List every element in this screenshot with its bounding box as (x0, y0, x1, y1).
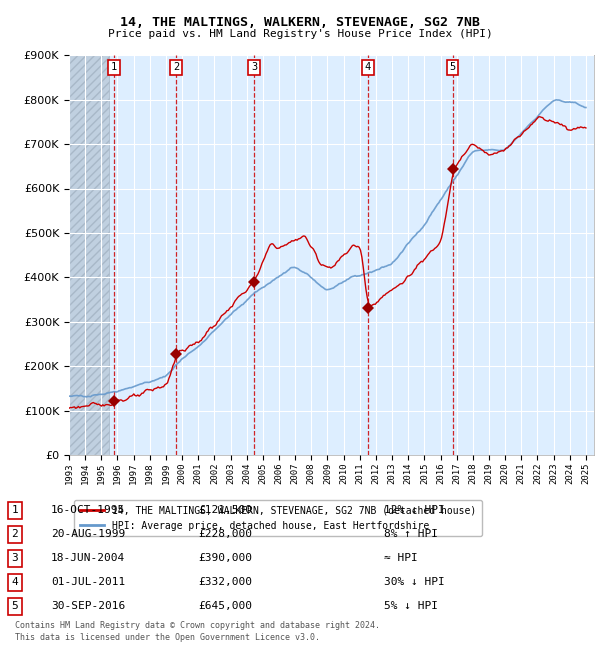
Text: 1: 1 (111, 62, 117, 72)
Text: £121,500: £121,500 (198, 505, 252, 515)
Text: 2: 2 (11, 529, 19, 539)
Text: 14, THE MALTINGS, WALKERN, STEVENAGE, SG2 7NB: 14, THE MALTINGS, WALKERN, STEVENAGE, SG… (120, 16, 480, 29)
Text: 30-SEP-2016: 30-SEP-2016 (51, 601, 125, 612)
Text: This data is licensed under the Open Government Licence v3.0.: This data is licensed under the Open Gov… (15, 632, 320, 642)
Text: 1: 1 (11, 505, 19, 515)
Text: 4: 4 (365, 62, 371, 72)
Text: £332,000: £332,000 (198, 577, 252, 588)
Text: ≈ HPI: ≈ HPI (384, 553, 418, 564)
Text: Contains HM Land Registry data © Crown copyright and database right 2024.: Contains HM Land Registry data © Crown c… (15, 621, 380, 630)
Text: 3: 3 (11, 553, 19, 564)
Text: 5% ↓ HPI: 5% ↓ HPI (384, 601, 438, 612)
Text: 01-JUL-2011: 01-JUL-2011 (51, 577, 125, 588)
Text: 18-JUN-2004: 18-JUN-2004 (51, 553, 125, 564)
Text: 16-OCT-1995: 16-OCT-1995 (51, 505, 125, 515)
Legend: 14, THE MALTINGS, WALKERN, STEVENAGE, SG2 7NB (detached house), HPI: Average pri: 14, THE MALTINGS, WALKERN, STEVENAGE, SG… (74, 500, 482, 536)
Text: 20-AUG-1999: 20-AUG-1999 (51, 529, 125, 539)
Text: £228,000: £228,000 (198, 529, 252, 539)
Text: 12% ↓ HPI: 12% ↓ HPI (384, 505, 445, 515)
Text: 3: 3 (251, 62, 257, 72)
Text: Price paid vs. HM Land Registry's House Price Index (HPI): Price paid vs. HM Land Registry's House … (107, 29, 493, 39)
Text: 8% ↑ HPI: 8% ↑ HPI (384, 529, 438, 539)
Text: £645,000: £645,000 (198, 601, 252, 612)
Text: 2: 2 (173, 62, 179, 72)
Bar (69, 55, 109, 455)
Text: £390,000: £390,000 (198, 553, 252, 564)
Text: 5: 5 (449, 62, 456, 72)
Text: 30% ↓ HPI: 30% ↓ HPI (384, 577, 445, 588)
Text: 4: 4 (11, 577, 19, 588)
Text: 5: 5 (11, 601, 19, 612)
